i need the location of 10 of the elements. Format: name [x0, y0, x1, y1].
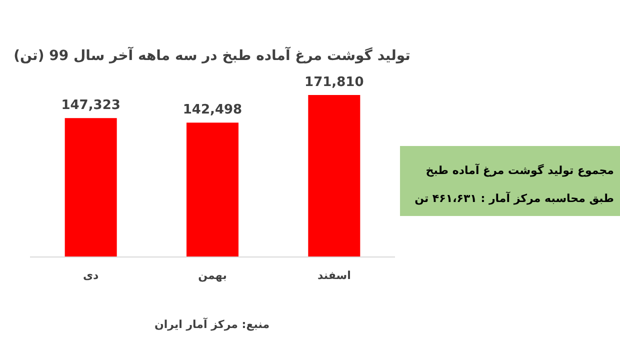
text: طبق محاسبه مرکز آمار : ۴۶۱،۶۳۱ تن [414, 191, 614, 205]
x-tick-label: اسفند [317, 269, 351, 282]
data-label: 147,323 [61, 98, 120, 114]
x-tick-label: دی [82, 269, 100, 282]
x-tick-label: بهمن [198, 269, 227, 282]
chart-title: تولید گوشت مرغ آماده طبخ در سه ماهه آخر سال 99 (تن) [14, 46, 410, 64]
data-label: 142,498 [182, 102, 242, 118]
text: منبع: مرکز آمار ایران [154, 317, 270, 331]
text: مجموع تولید گوشت مرغ آماده طبخ [426, 163, 614, 177]
data-label: 171,810 [304, 75, 364, 90]
